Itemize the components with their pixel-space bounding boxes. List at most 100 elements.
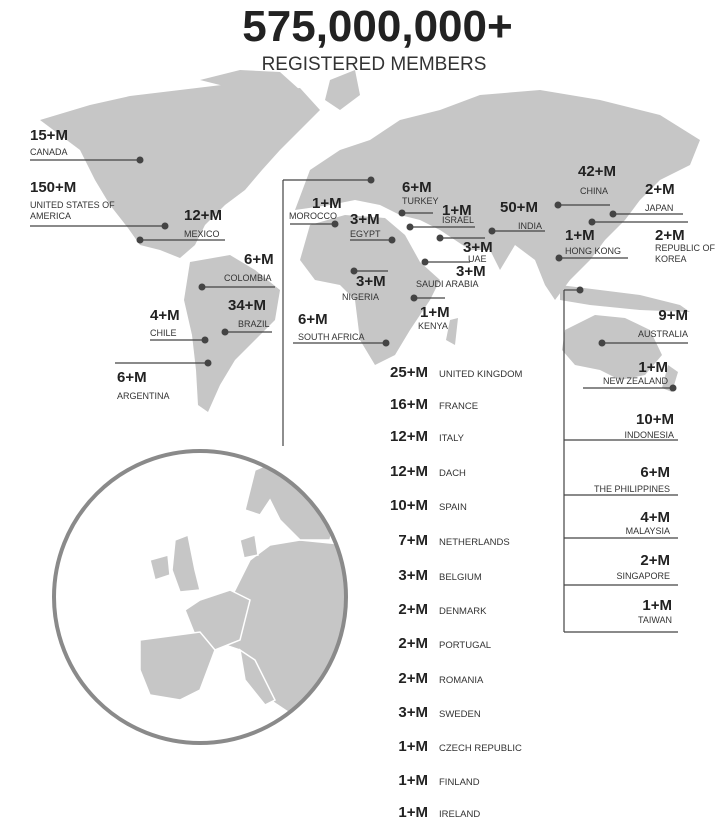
country-name-france: FRANCE	[439, 401, 479, 412]
country-name-sweden: SWEDEN	[439, 709, 481, 720]
location-dot-japan	[609, 210, 617, 218]
member-count-saudi-arabia: 3+M	[456, 263, 486, 280]
leader-lines	[30, 159, 688, 633]
country-name-brazil: BRAZIL	[238, 319, 270, 329]
member-count-india: 50+M	[500, 199, 538, 216]
location-dot-new-zealand	[669, 384, 677, 392]
location-dot-uae	[436, 234, 444, 242]
location-dot-turkey	[398, 209, 406, 217]
country-name-taiwan: TAIWAN	[638, 615, 672, 625]
member-count-argentina: 6+M	[117, 369, 147, 386]
north-america	[40, 84, 320, 258]
location-dot-china	[554, 201, 562, 209]
europe-circle-border	[52, 449, 348, 745]
country-name-morocco: MOROCCO	[289, 211, 337, 221]
member-count-hong-kong: 1+M	[565, 227, 595, 244]
subtitle: REGISTERED MEMBERS	[261, 54, 487, 75]
country-name-dach: DACH	[439, 468, 466, 479]
location-dot-south-africa	[382, 339, 390, 347]
country-name-egypt: EGYPT	[350, 229, 381, 239]
location-dot-australia	[598, 339, 606, 347]
country-name-ireland: IRELAND	[439, 809, 481, 820]
location-dot-israel	[406, 223, 414, 231]
country-name-canada: CANADA	[30, 147, 68, 157]
country-name-chile: CHILE	[150, 328, 177, 338]
total-members: 575,000,000+	[242, 2, 513, 51]
country-name-colombia: COLOMBIA	[224, 273, 272, 283]
country-name-india: INDIA	[518, 221, 543, 231]
location-dot-egypt	[388, 236, 396, 244]
member-count-dach: 12+M	[390, 463, 428, 480]
country-name-denmark: DENMARK	[439, 606, 487, 617]
continents	[40, 70, 700, 412]
location-dot-republic-of-korea	[588, 218, 596, 226]
country-name-nigeria: NIGERIA	[342, 292, 380, 302]
member-count-mexico: 12+M	[184, 207, 222, 224]
location-dot-saudi-arabia	[421, 258, 429, 266]
location-dot-argentina	[204, 359, 212, 367]
south-america	[184, 255, 280, 412]
location-dot-canada	[136, 156, 144, 164]
country-name-south-africa: SOUTH AFRICA	[298, 332, 365, 342]
member-count-singapore: 2+M	[640, 552, 670, 569]
southeast-asia-islands	[560, 285, 690, 312]
member-count-kenya: 1+M	[420, 304, 450, 321]
country-name-israel: ISRAEL	[442, 215, 475, 225]
eurasia	[295, 90, 700, 300]
country-name-czech-republic: CZECH REPUBLIC	[439, 743, 522, 754]
location-dot-india	[488, 227, 496, 235]
country-name-china: CHINA	[580, 186, 609, 196]
greenland	[325, 70, 360, 110]
location-dot-nigeria	[350, 267, 358, 275]
country-name-saudi-arabia: SAUDI ARABIA	[416, 279, 479, 289]
member-count-china: 42+M	[578, 163, 616, 180]
country-name-portugal: PORTUGAL	[439, 640, 492, 651]
member-count-taiwan: 1+M	[642, 597, 672, 614]
country-name-new-zealand: NEW ZEALAND	[602, 376, 668, 386]
member-count-the-philippines: 6+M	[640, 464, 670, 481]
country-name-spain: SPAIN	[439, 502, 467, 513]
location-dot-brazil	[221, 328, 229, 336]
location-dots	[136, 156, 677, 392]
location-dot-kenya	[410, 294, 418, 302]
member-count-belgium: 3+M	[398, 567, 428, 584]
member-count-morocco: 1+M	[312, 195, 342, 212]
country-name-romania: ROMANIA	[439, 675, 484, 686]
africa	[300, 215, 440, 365]
country-name-indonesia: INDONESIA	[624, 430, 674, 440]
location-dot-colombia	[198, 283, 206, 291]
member-count-south-africa: 6+M	[298, 311, 328, 328]
member-count-new-zealand: 1+M	[638, 359, 668, 376]
member-count-turkey: 6+M	[402, 179, 432, 196]
member-count-spain: 10+M	[390, 497, 428, 514]
country-name-hong-kong: HONG KONG	[565, 246, 622, 256]
country-name-republic-of-korea: REPUBLIC OF KOREA	[655, 243, 716, 264]
country-name-united-states-of-america: UNITED STATES OF AMERICA	[30, 200, 115, 221]
arctic-islands	[200, 70, 300, 95]
location-dot-chile	[201, 336, 209, 344]
country-name-belgium: BELGIUM	[439, 572, 482, 583]
member-count-ireland: 1+M	[398, 804, 428, 821]
europe-dot	[367, 176, 375, 184]
member-count-united-states-of-america: 150+M	[30, 179, 77, 196]
member-count-republic-of-korea: 2+M	[655, 227, 685, 244]
member-count-netherlands: 7+M	[398, 532, 428, 549]
country-name-the-philippines: THE PHILIPPINES	[593, 484, 670, 494]
country-name-mexico: MEXICO	[184, 229, 220, 239]
member-count-indonesia: 10+M	[636, 411, 674, 428]
member-count-chile: 4+M	[150, 307, 180, 324]
member-count-egypt: 3+M	[350, 211, 380, 228]
location-dot-mexico	[136, 236, 144, 244]
country-name-united-kingdom: UNITED KINGDOM	[439, 369, 523, 380]
member-count-finland: 1+M	[398, 772, 428, 789]
country-name-turkey: TURKEY	[402, 196, 439, 206]
member-count-united-kingdom: 25+M	[390, 364, 428, 381]
europe-inset	[54, 451, 346, 743]
country-name-japan: JAPAN	[645, 203, 674, 213]
country-name-italy: ITALY	[439, 433, 464, 444]
member-count-israel: 1+M	[442, 202, 472, 219]
country-name-kenya: KENYA	[418, 321, 448, 331]
australia	[562, 315, 662, 380]
